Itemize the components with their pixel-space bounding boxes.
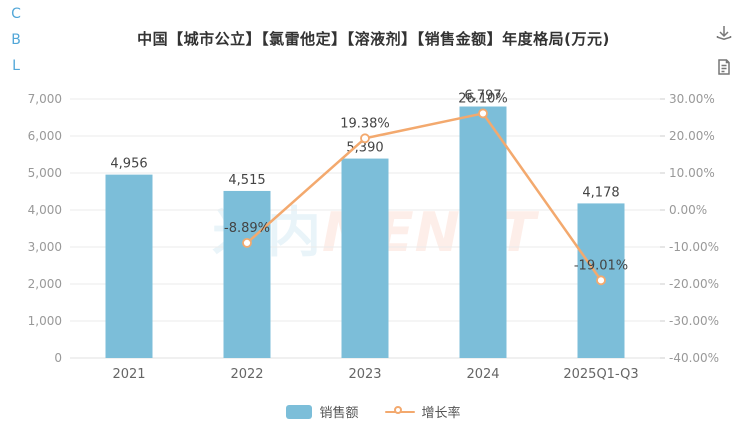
bar-value-label: 4,178 [582, 185, 619, 200]
growth-point-marker [360, 133, 370, 144]
legend-item-growth[interactable]: 增长率 [384, 402, 461, 421]
line-marker-icon [393, 405, 402, 414]
growth-point-marker [478, 108, 488, 119]
x-axis-label: 2024 [466, 367, 499, 382]
vertical-tab-l[interactable]: L [12, 57, 20, 74]
right-axis-tick: -40.00% [669, 351, 719, 365]
vertical-tab-c[interactable]: C [11, 6, 21, 22]
bar-2022 [223, 190, 271, 358]
growth-value-label: -19.01% [574, 258, 628, 273]
x-axis-label: 2021 [112, 367, 145, 382]
growth-value-label: -8.89% [224, 221, 270, 236]
bar-2021 [105, 174, 153, 358]
growth-value-label: 19.38% [340, 116, 390, 131]
bar-2023 [341, 158, 389, 358]
growth-legend-label: 增长率 [421, 406, 461, 421]
growth-line [246, 112, 603, 282]
report-icon[interactable] [713, 56, 735, 78]
report-icon-glyph [718, 59, 730, 75]
bar-value-label: 6,797 [464, 89, 501, 104]
bar-2024 [459, 106, 507, 358]
right-axis-tick: 20.00% [669, 129, 715, 143]
left-axis-tick: 0 [54, 351, 62, 365]
right-axis-tick: 30.00% [669, 92, 715, 106]
chart-legend: 销售额 增长率 [0, 402, 747, 421]
toolbar [713, 22, 735, 78]
left-axis-tick: 6,000 [28, 129, 62, 143]
x-axis-label: 2023 [348, 367, 381, 382]
right-axis-tick: -30.00% [669, 314, 719, 328]
sales-legend-swatch [286, 404, 313, 419]
left-axis-tick: 4,000 [28, 203, 62, 217]
growth-point-marker [242, 237, 252, 248]
bar-value-label: 4,515 [228, 173, 265, 188]
left-axis-tick: 2,000 [28, 277, 62, 291]
growth-point-marker [596, 275, 606, 286]
left-axis-tick: 7,000 [28, 92, 62, 106]
download-icon[interactable] [713, 22, 735, 44]
vertical-tab-bar: C B L [8, 6, 24, 74]
x-axis-label: 2025Q1-Q3 [563, 367, 638, 382]
right-axis-tick: 10.00% [669, 166, 715, 180]
left-axis-tick: 1,000 [28, 314, 62, 328]
right-axis-tick: -20.00% [669, 277, 719, 291]
growth-value-label: 26.10% [458, 91, 508, 106]
vertical-tab-b[interactable]: B [11, 31, 21, 48]
right-axis-tick: -10.00% [669, 240, 719, 254]
growth-legend-swatch [384, 405, 415, 419]
legend-item-sales[interactable]: 销售额 [286, 402, 359, 421]
bar-value-label: 4,956 [110, 157, 147, 172]
download-icon-glyph [716, 26, 732, 40]
sales-legend-label: 销售额 [319, 406, 359, 421]
left-axis-tick: 5,000 [28, 166, 62, 180]
right-axis-tick: 0.00% [669, 203, 707, 217]
page-title: 中国【城市公立】【氯雷他定】【溶液剂】【销售金额】年度格局(万元) [137, 30, 610, 48]
x-axis-label: 2022 [230, 367, 263, 382]
left-axis-tick: 3,000 [28, 240, 62, 254]
bar-value-label: 5,390 [346, 141, 383, 156]
